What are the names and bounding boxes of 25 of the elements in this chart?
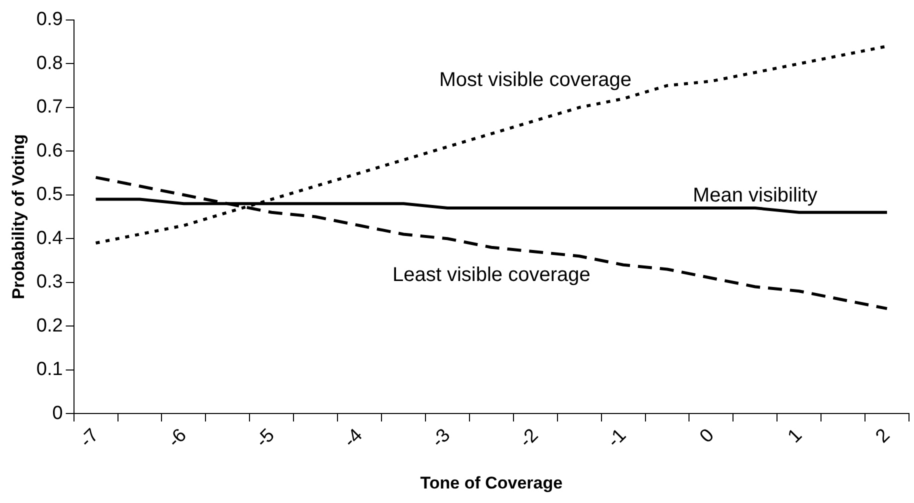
series-label: Least visible coverage bbox=[392, 264, 590, 286]
y-tick-label: 0.9 bbox=[36, 9, 63, 30]
x-tick-label: -1 bbox=[604, 424, 631, 452]
y-tick-label: 0.7 bbox=[36, 96, 63, 118]
y-axis-title: Probability of Voting bbox=[8, 134, 28, 300]
y-tick-label: 0.3 bbox=[36, 272, 63, 293]
x-tick-label: -4 bbox=[340, 424, 368, 452]
x-tick-label: 0 bbox=[696, 424, 718, 448]
x-tick-label: -3 bbox=[428, 424, 455, 452]
x-tick-label: 2 bbox=[872, 424, 894, 448]
y-tick-label: 0 bbox=[52, 402, 63, 424]
series-label: Most visible coverage bbox=[439, 69, 632, 92]
y-tick-label: 0.6 bbox=[36, 140, 63, 162]
x-tick-label: -7 bbox=[76, 424, 104, 452]
x-tick-label: -6 bbox=[164, 424, 191, 452]
y-tick-label: 0.4 bbox=[36, 228, 64, 249]
y-tick-label: 0.8 bbox=[36, 52, 63, 74]
y-tick-label: 0.1 bbox=[36, 359, 63, 380]
y-tick-label: 0.5 bbox=[36, 184, 63, 206]
series-label: Mean visibility bbox=[692, 184, 818, 207]
y-tick-label: 0.2 bbox=[36, 315, 63, 336]
x-tick-label: -2 bbox=[516, 424, 543, 452]
x-tick-label: -5 bbox=[252, 424, 279, 452]
x-tick-label: 1 bbox=[784, 424, 806, 448]
x-axis-title: Tone of Coverage bbox=[420, 473, 563, 492]
